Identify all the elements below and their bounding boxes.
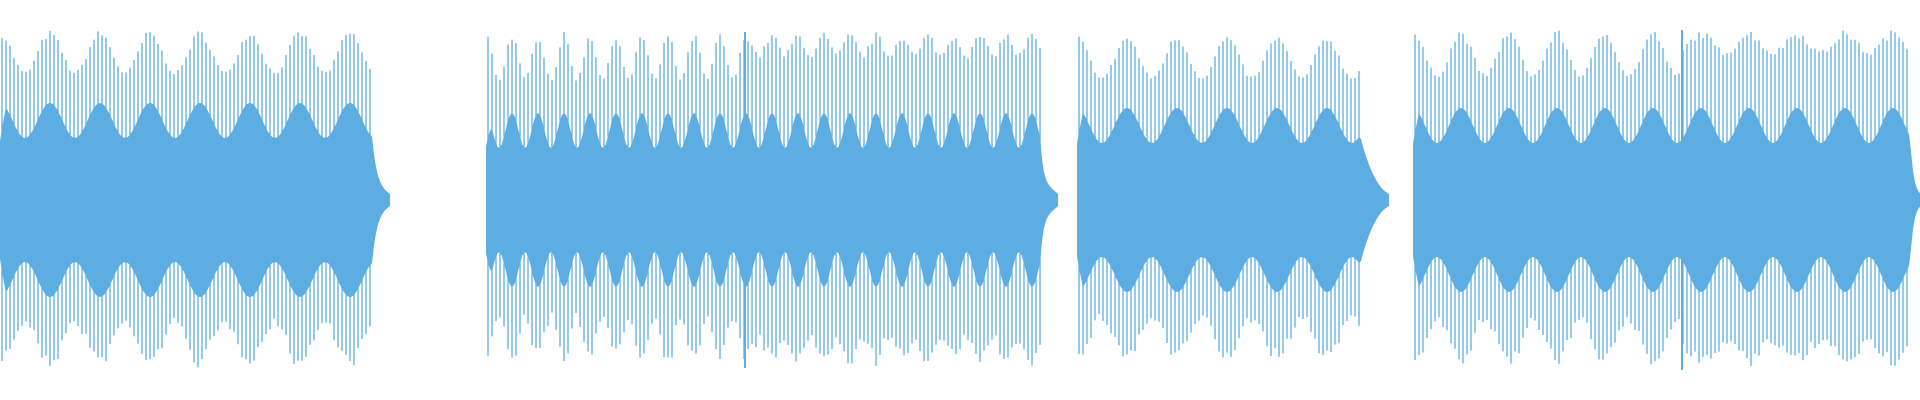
waveform-core xyxy=(1077,108,1389,292)
waveform-segment xyxy=(1413,30,1920,370)
waveform-segment xyxy=(1077,36,1389,358)
waveform-segment xyxy=(0,30,390,368)
waveform-segment xyxy=(486,32,1058,368)
